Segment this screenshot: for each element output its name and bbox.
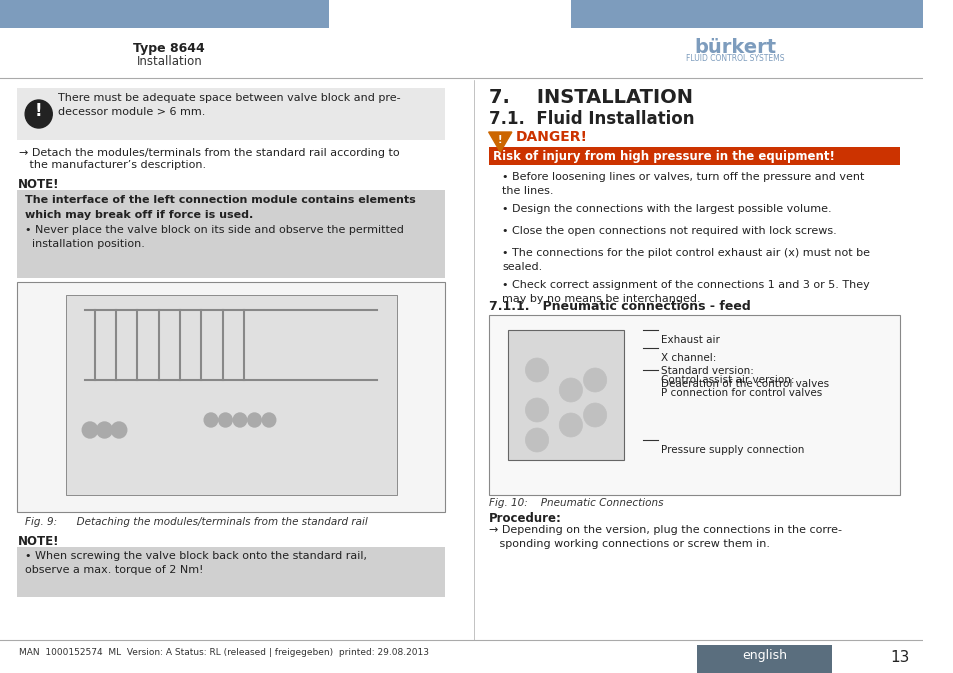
Text: • Before loosening lines or valves, turn off the pressure and vent
the lines.: • Before loosening lines or valves, turn… (501, 172, 863, 196)
Text: Control assist air version:
P connection for control valves: Control assist air version: P connection… (660, 375, 821, 398)
Text: Pressure supply connection: Pressure supply connection (660, 445, 803, 455)
Text: • When screwing the valve block back onto the standard rail,
observe a max. torq: • When screwing the valve block back ont… (25, 551, 367, 575)
Circle shape (218, 413, 232, 427)
Text: !: ! (497, 135, 502, 145)
Text: X channel:
Standard version:
Deaeration of the control valves: X channel: Standard version: Deaeration … (660, 353, 828, 390)
Circle shape (583, 403, 606, 427)
Text: 13: 13 (889, 650, 908, 665)
Circle shape (558, 413, 582, 437)
Text: • Close the open connections not required with lock screws.: • Close the open connections not require… (501, 226, 836, 236)
Circle shape (525, 398, 548, 422)
Bar (66, 295, 396, 495)
Text: 7.    INSTALLATION: 7. INSTALLATION (488, 88, 692, 107)
Text: The interface of the left connection module contains elements
which may break of: The interface of the left connection mod… (25, 195, 416, 220)
Polygon shape (488, 132, 512, 152)
Text: There must be adequate space between valve block and pre-
decessor module > 6 mm: There must be adequate space between val… (58, 93, 400, 117)
Bar (488, 315, 899, 495)
Bar (17, 190, 445, 278)
Circle shape (25, 100, 52, 128)
Circle shape (583, 368, 606, 392)
Text: → Detach the modules/terminals from the standard rail according to: → Detach the modules/terminals from the … (19, 148, 399, 158)
Text: • Check correct assignment of the connections 1 and 3 or 5. They
may by no means: • Check correct assignment of the connec… (501, 280, 869, 304)
Circle shape (204, 413, 217, 427)
Circle shape (82, 422, 97, 438)
Circle shape (262, 413, 275, 427)
Text: NOTE!: NOTE! (17, 535, 59, 548)
Circle shape (233, 413, 247, 427)
Circle shape (525, 358, 548, 382)
Text: • The connections for the pilot control exhaust air (x) must not be
sealed.: • The connections for the pilot control … (501, 248, 869, 272)
Bar (570, 0, 923, 28)
Bar (17, 547, 445, 597)
Text: 7.1.1.   Pneumatic connections - feed: 7.1.1. Pneumatic connections - feed (488, 300, 750, 313)
Bar (696, 645, 831, 673)
Text: the manufacturer’s description.: the manufacturer’s description. (19, 160, 206, 170)
Text: • Design the connections with the largest possible volume.: • Design the connections with the larges… (501, 204, 831, 214)
Text: Type 8644: Type 8644 (133, 42, 205, 55)
Text: DANGER!: DANGER! (516, 130, 587, 144)
Text: Exhaust air: Exhaust air (660, 335, 719, 345)
Text: 7.1.  Fluid Installation: 7.1. Fluid Installation (488, 110, 694, 128)
Circle shape (248, 413, 261, 427)
Circle shape (558, 378, 582, 402)
Text: Procedure:: Procedure: (488, 512, 561, 525)
Text: MAN  1000152574  ML  Version: A Status: RL (released | freigegeben)  printed: 29: MAN 1000152574 ML Version: A Status: RL … (19, 648, 429, 657)
Text: Risk of injury from high pressure in the equipment!: Risk of injury from high pressure in the… (493, 150, 835, 163)
Text: • Never place the valve block on its side and observe the permitted
  installati: • Never place the valve block on its sid… (25, 225, 404, 249)
Circle shape (525, 428, 548, 452)
Text: !: ! (35, 102, 43, 120)
Bar (17, 88, 445, 140)
Bar (508, 330, 623, 460)
Bar (0, 0, 329, 28)
Text: Fig. 9:      Detaching the modules/terminals from the standard rail: Fig. 9: Detaching the modules/terminals … (25, 517, 368, 527)
Text: FLUID CONTROL SYSTEMS: FLUID CONTROL SYSTEMS (685, 54, 783, 63)
Text: Fig. 10:    Pneumatic Connections: Fig. 10: Pneumatic Connections (488, 498, 662, 508)
Circle shape (112, 422, 127, 438)
Text: → Depending on the version, plug the connections in the corre-
   sponding worki: → Depending on the version, plug the con… (488, 525, 841, 549)
Text: english: english (741, 649, 786, 662)
Bar (488, 147, 899, 165)
Circle shape (96, 422, 112, 438)
Text: bürkert: bürkert (694, 38, 776, 57)
Bar (17, 282, 445, 512)
Text: NOTE!: NOTE! (17, 178, 59, 191)
Text: Installation: Installation (136, 55, 202, 68)
